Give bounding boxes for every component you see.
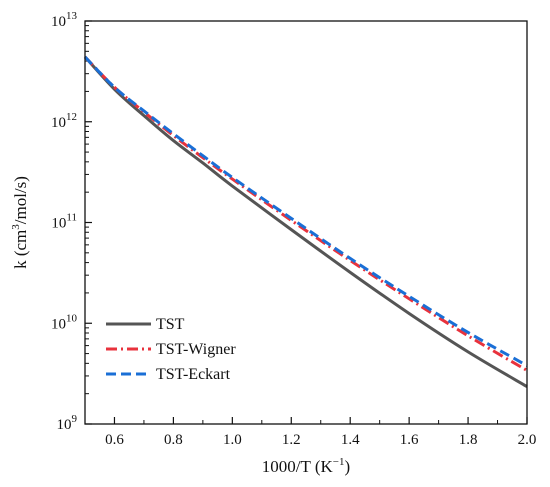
legend: TST TST-Wigner TST-Eckart <box>106 316 236 383</box>
legend-label: TST <box>156 316 185 333</box>
x-axis-label: 1000/T (K−1) <box>262 456 350 476</box>
x-tick-label: 1.0 <box>223 432 242 448</box>
series-layer <box>83 55 528 388</box>
x-tick-label: 1.6 <box>400 432 419 448</box>
y-axis-label: k (cm3/mol/s) <box>10 176 30 269</box>
y-tick-label: 1012 <box>51 111 77 131</box>
series-line-tst-eckart <box>83 55 528 367</box>
x-tick-label: 2.0 <box>518 432 537 448</box>
legend-label: TST-Eckart <box>156 366 231 383</box>
y-tick-label: 1011 <box>51 212 77 232</box>
series-line-tst-wigner <box>83 55 528 372</box>
legend-label: TST-Wigner <box>156 341 236 358</box>
y-tick-label: 1013 <box>51 10 78 30</box>
series-line-tst <box>83 55 528 388</box>
axis-ticks: 0.6 0.8 1.0 1.2 1.4 1.6 1.8 2.0 109 1010 1011 1012 1… <box>51 10 536 448</box>
y-tick-label: 1010 <box>51 312 78 332</box>
plot-frame <box>84 20 528 425</box>
x-tick-label: 0.8 <box>164 432 183 448</box>
x-tick-label: 1.4 <box>341 432 360 448</box>
x-tick-label: 1.2 <box>282 432 301 448</box>
y-tick-label: 109 <box>57 413 78 433</box>
x-tick-label: 1.8 <box>459 432 478 448</box>
x-tick-label: 0.6 <box>105 432 124 448</box>
